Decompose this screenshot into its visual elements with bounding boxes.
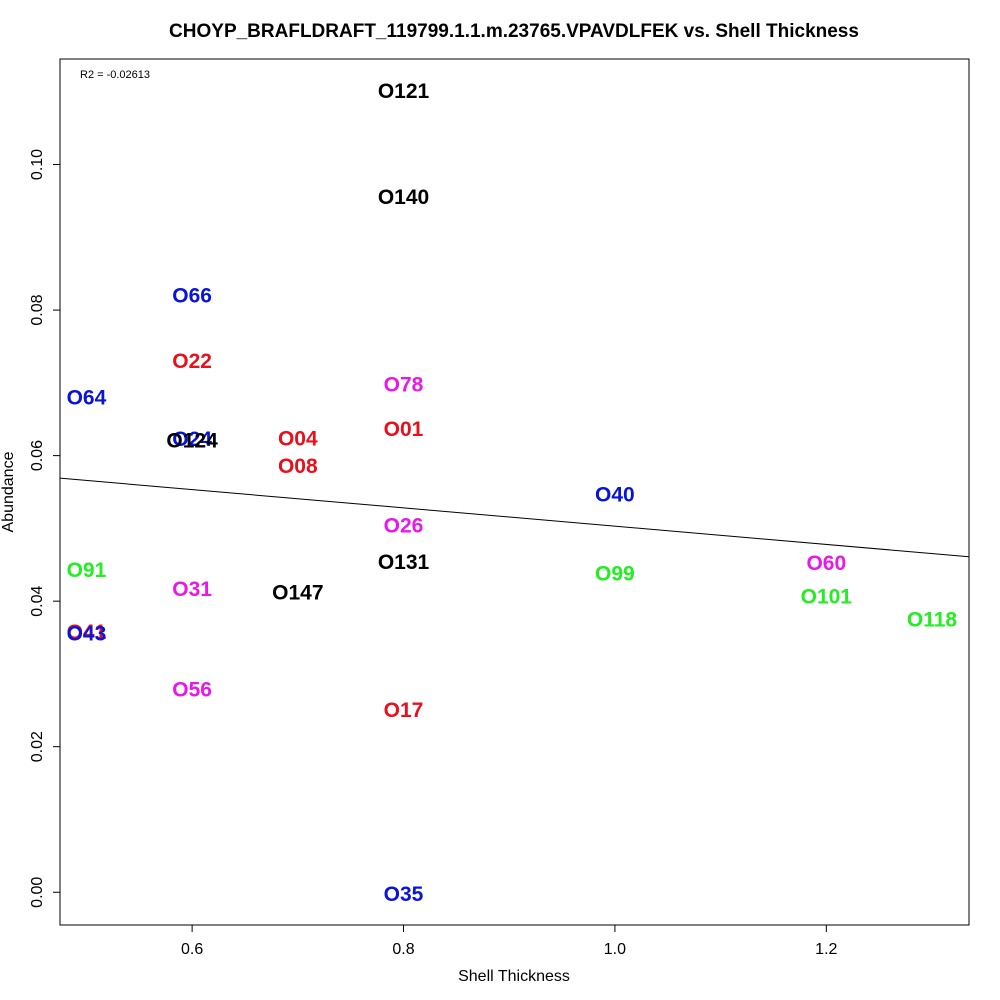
point-label-o43: O43 [67,622,107,645]
plot-area-frame [59,58,970,926]
regression-line-group [59,477,970,558]
x-tick-label: 0.6 [181,941,203,958]
point-label-o01: O01 [384,418,424,441]
point-label-o101: O101 [801,585,853,608]
point-label-o131: O131 [378,551,430,574]
regression-line [59,477,970,558]
y-tick-label: 0.02 [29,731,46,762]
point-label-o124: O124 [166,430,218,453]
point-label-o35: O35 [384,883,424,906]
y-tick-label: 0.00 [29,877,46,908]
y-tick-label: 0.06 [29,440,46,471]
point-label-o91: O91 [67,559,107,582]
point-label-o04: O04 [278,427,318,450]
point-label-o60: O60 [806,552,846,575]
y-tick-label: 0.08 [29,294,46,325]
point-label-o40: O40 [595,483,635,506]
y-axis-label: Abundance [0,451,17,532]
chart-title: CHOYP_BRAFLDRAFT_119799.1.1.m.23765.VPAV… [169,21,859,42]
point-label-o22: O22 [172,350,212,373]
point-label-o41: O41 [67,621,107,644]
point-label-o118: O118 [907,609,958,632]
y-tick-label: 0.04 [29,585,46,616]
x-tick-label: 1.0 [604,941,626,958]
point-label-o24: O24 [172,428,212,451]
x-tick-label: 1.2 [815,941,837,958]
point-label-o147: O147 [272,582,323,605]
r2-annotation: R2 = -0.02613 [80,69,150,81]
point-label-o66: O66 [172,285,212,308]
x-axis-label: Shell Thickness [458,968,570,985]
x-tick-label: 0.8 [392,941,414,958]
x-axis: 0.6 0.8 1.0 1.2 [181,925,838,958]
point-label-o140: O140 [378,186,429,209]
point-label-o08: O08 [278,455,318,478]
y-tick-label: 0.10 [29,149,46,180]
point-label-o56: O56 [172,678,212,701]
point-label-o78: O78 [384,374,424,397]
point-label-o26: O26 [384,515,424,538]
point-label-o99: O99 [595,563,635,586]
point-label-o64: O64 [67,387,107,410]
y-axis: 0.00 0.02 0.04 0.06 0.08 0.10 [29,149,60,908]
point-label-o31: O31 [172,578,212,601]
point-label-o121: O121 [378,80,430,103]
point-label-o17: O17 [384,699,424,722]
